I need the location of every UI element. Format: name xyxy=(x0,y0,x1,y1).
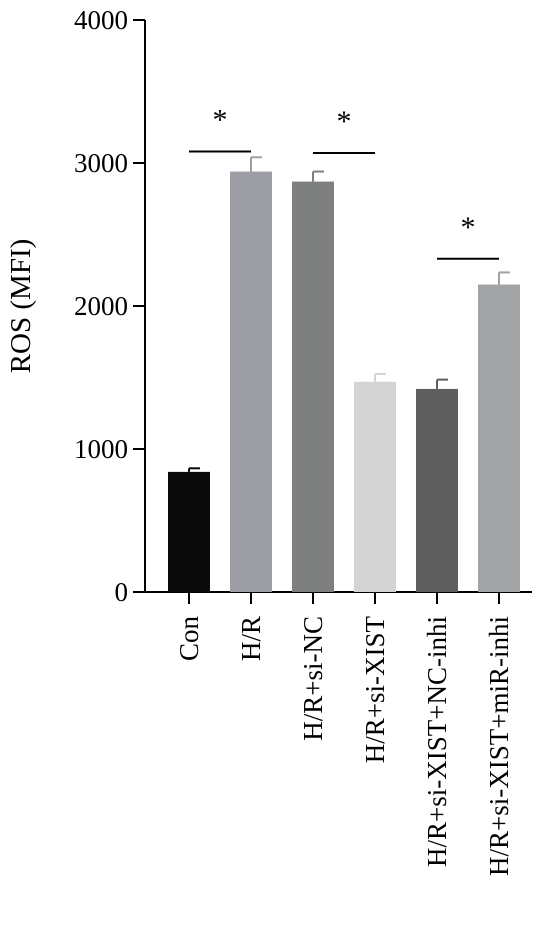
significance-asterisk: * xyxy=(337,105,352,138)
bar xyxy=(168,471,210,592)
x-tick-label: H/R+si-XIST+miR-inhi xyxy=(484,616,514,876)
x-tick-label: Con xyxy=(174,616,204,662)
x-ticks: Con H/R H/R+si-NC H/R+si-XIST H/R+si-XIST+NC… xyxy=(174,592,514,876)
x-tick-label: H/R xyxy=(236,616,266,661)
x-tick-label: H/R+si-NC xyxy=(298,616,328,741)
y-tick-label: 1000 xyxy=(74,434,128,464)
y-tick-label: 0 xyxy=(115,577,129,607)
y-tick-label: 2000 xyxy=(74,291,128,321)
y-tick-label: 3000 xyxy=(74,148,128,178)
bar xyxy=(416,388,458,592)
y-axis-label: ROS (MFI) xyxy=(5,239,37,374)
significance-asterisk: * xyxy=(461,211,476,244)
y-ticks: 0 1000 2000 3000 4000 xyxy=(74,5,145,607)
bar xyxy=(478,284,520,592)
bars xyxy=(168,156,520,592)
bar xyxy=(292,181,334,592)
bar xyxy=(230,171,272,592)
y-tick-label: 4000 xyxy=(74,5,128,35)
x-tick-label: H/R+si-XIST+NC-inhi xyxy=(422,616,452,867)
significance-markers: * * * xyxy=(189,104,499,260)
bar xyxy=(354,381,396,592)
significance-asterisk: * xyxy=(213,104,228,137)
x-tick-label: H/R+si-XIST xyxy=(360,615,390,763)
